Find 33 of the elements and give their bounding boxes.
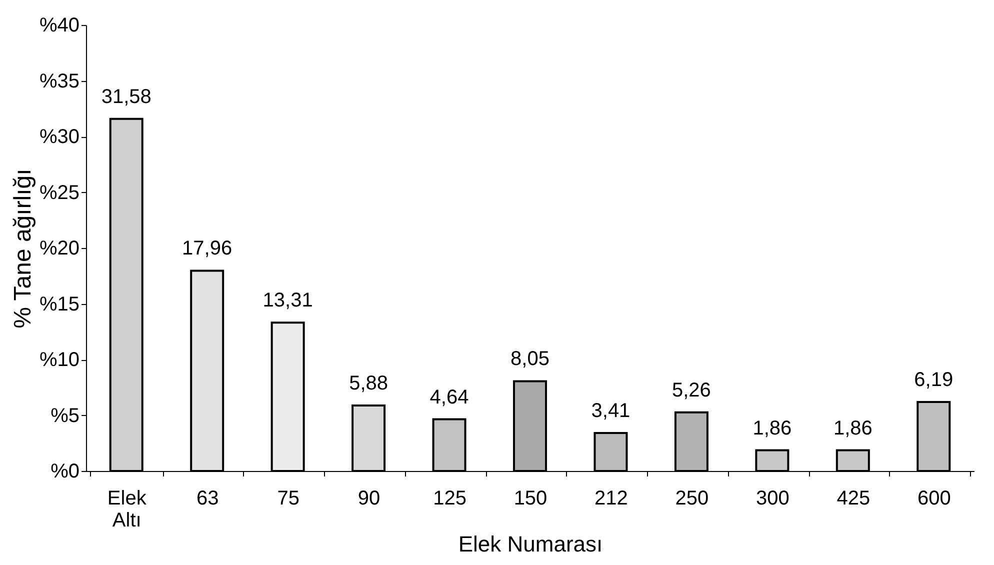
x-tick-label: 300 [756,488,790,510]
data-label: 6,19 [914,368,954,391]
y-tick-label: %40 [39,14,80,36]
y-tick-label: %15 [39,293,80,316]
y-tick-label: %10 [39,349,80,371]
x-tick-label: 212 [594,488,628,510]
y-axis-title: % Tane ağırlığı [9,168,36,328]
x-tick-label: 125 [433,488,466,510]
x-tick-label: 600 [917,488,951,510]
y-tick-label: %0 [50,460,80,482]
data-label: 1,86 [752,417,792,440]
x-tick-label: 425 [836,488,870,510]
data-label: 3,41 [591,400,630,422]
data-label: 5,88 [349,372,388,394]
data-label: 8,05 [510,348,550,370]
data-label: 13,31 [262,290,313,312]
x-tick-label: 90 [358,488,380,510]
x-tick-label: 75 [277,488,300,510]
x-axis-title: Elek Numarası [458,532,603,556]
data-label: 31,58 [101,86,152,108]
data-label: 17,96 [182,238,232,260]
y-tick-label: %25 [39,182,80,204]
y-tick-label: %35 [39,70,80,92]
data-label: 4,64 [430,386,469,408]
data-label: 1,86 [833,417,872,440]
y-tick-label: %5 [50,404,80,427]
x-tick-label: 250 [675,488,709,510]
x-tick-label: 150 [514,488,548,510]
x-tick-label: Elek Altı [107,488,148,532]
data-label: 5,26 [672,379,711,402]
y-tick-label: %30 [39,126,80,148]
y-tick-label: %20 [39,238,80,260]
x-tick-label: 63 [196,488,219,510]
